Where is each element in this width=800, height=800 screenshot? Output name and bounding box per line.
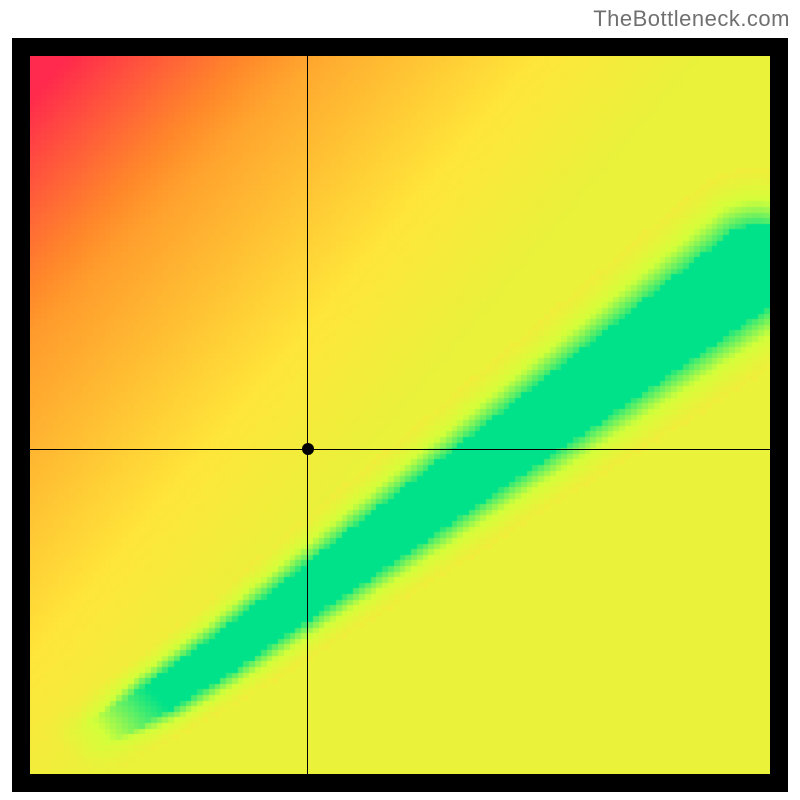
attribution-text: TheBottleneck.com [593,6,790,32]
crosshair-horizontal [30,449,770,450]
crosshair-vertical [307,56,308,774]
marker-point [302,443,314,455]
heatmap-canvas [30,56,770,774]
